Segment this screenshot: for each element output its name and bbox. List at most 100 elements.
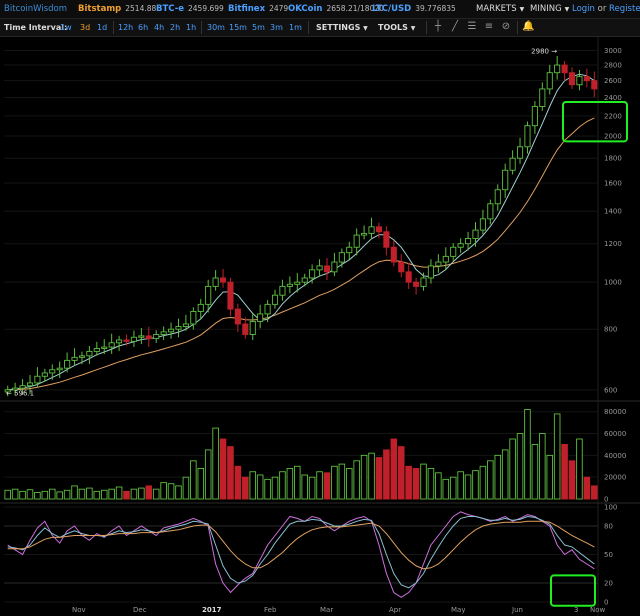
- candle: [465, 238, 472, 245]
- exchange-price: 2658.21/18020: [326, 4, 384, 13]
- moving-average-long: [7, 117, 595, 391]
- volume-bar: [345, 468, 353, 500]
- candle: [168, 328, 175, 333]
- volume-bar: [294, 465, 301, 500]
- parallel-lines-tool-icon[interactable]: ☰: [467, 21, 477, 32]
- x-tick-label: Mar: [320, 606, 333, 614]
- markets-menu[interactable]: MARKETS ▼: [476, 4, 525, 14]
- candle: [190, 311, 197, 325]
- y-tick-label: 2400: [604, 94, 622, 102]
- candle: [442, 255, 449, 263]
- candle: [279, 285, 286, 296]
- fib-tool-icon[interactable]: ≡: [484, 21, 494, 32]
- ticker-bitstamp[interactable]: Bitstamp 2514.88: [78, 4, 156, 14]
- candle: [509, 157, 516, 171]
- candle: [390, 246, 397, 263]
- mining-menu[interactable]: MINING ▼: [530, 4, 570, 14]
- candle: [323, 265, 331, 273]
- volume-bar: [397, 446, 405, 500]
- interval-5m[interactable]: 5m: [252, 23, 265, 32]
- x-tick-label: 2017: [202, 606, 222, 614]
- volume-bar: [167, 483, 175, 500]
- volume-bar: [323, 472, 331, 500]
- candle: [219, 277, 227, 283]
- divider: [517, 21, 518, 34]
- candle: [264, 303, 271, 315]
- volume-bar: [242, 476, 249, 500]
- interval-1m[interactable]: 1m: [289, 23, 302, 32]
- x-tick-label: Feb: [264, 606, 277, 614]
- interval-4h[interactable]: 4h: [154, 23, 165, 32]
- candle: [71, 356, 78, 361]
- login-link[interactable]: Login: [572, 4, 595, 14]
- candle: [227, 281, 234, 310]
- volume-bar: [561, 444, 568, 500]
- candle: [494, 189, 501, 205]
- ticker-ltc-usd[interactable]: LTC/USD 39.776835: [372, 4, 456, 14]
- divider: [426, 21, 427, 34]
- candle: [26, 382, 34, 387]
- candle: [413, 281, 420, 287]
- volume-bar: [279, 471, 286, 500]
- volume-bar: [427, 468, 435, 500]
- volume-bar: [472, 470, 479, 500]
- candle: [242, 323, 249, 335]
- interval-30m[interactable]: 30m: [207, 23, 225, 32]
- volume-bar: [583, 476, 591, 500]
- candle: [108, 342, 115, 348]
- volume-bar: [331, 465, 338, 500]
- candle: [554, 64, 561, 74]
- x-tick-label: May: [451, 606, 465, 614]
- candle: [41, 372, 48, 377]
- interval-1h[interactable]: 1h: [186, 23, 197, 32]
- y-tick-label: 1400: [604, 208, 622, 216]
- alert-bell-icon[interactable]: 🔔: [522, 21, 535, 32]
- volume-bar: [360, 454, 368, 500]
- oscillator-line-3: [7, 520, 595, 570]
- settings-button[interactable]: SETTINGS ▼: [316, 23, 368, 32]
- candle: [353, 234, 360, 248]
- crosshair-tool-icon[interactable]: ┼: [434, 21, 442, 32]
- interval-6h[interactable]: 6h: [138, 23, 149, 32]
- volume-bar: [457, 471, 464, 500]
- register-link[interactable]: Register: [609, 4, 640, 14]
- volume-bar: [494, 454, 502, 500]
- y-tick-label: 2600: [604, 77, 622, 85]
- interval-3m[interactable]: 3m: [270, 23, 283, 32]
- volume-bar: [219, 438, 227, 500]
- tools-button[interactable]: TOOLS ▼: [378, 23, 416, 32]
- ticker-okcoin[interactable]: OKCoin 2658.21/18020: [288, 4, 384, 14]
- divider: [308, 21, 309, 34]
- interval-1w[interactable]: 1w: [60, 23, 72, 32]
- interval-3d[interactable]: 3d: [80, 23, 91, 32]
- volume-bar: [546, 454, 554, 500]
- clear-drawings-icon[interactable]: ⊘: [501, 21, 511, 32]
- volume-bar: [145, 485, 153, 500]
- ticker-bitfinex[interactable]: Bitfinex 2479: [228, 4, 288, 14]
- volume-tick-label: 40000: [604, 452, 626, 460]
- interval-15m[interactable]: 15m: [229, 23, 247, 32]
- volume-bar: [19, 490, 26, 500]
- candle: [234, 308, 241, 325]
- x-tick-label: Now: [590, 606, 606, 614]
- line-tool-icon[interactable]: ╱: [451, 21, 459, 32]
- candle: [338, 252, 345, 263]
- candle: [205, 285, 212, 305]
- candle: [375, 226, 383, 233]
- candle: [301, 277, 308, 283]
- moving-average-short: [7, 73, 595, 391]
- interval-12h[interactable]: 12h: [118, 23, 134, 32]
- candle: [524, 125, 531, 148]
- brand-logo[interactable]: BitcoinWisdom: [4, 4, 68, 14]
- oscillator-tick-label: 50: [604, 551, 613, 559]
- interval-2h[interactable]: 2h: [170, 23, 181, 32]
- volume-bar: [264, 478, 271, 500]
- candle: [93, 348, 100, 352]
- price-chart[interactable]: 6008001000120014001600180020002200240026…: [0, 37, 640, 616]
- ticker-btc-e[interactable]: BTC-e 2459.699: [156, 4, 224, 14]
- volume-bar: [375, 457, 383, 500]
- y-tick-label: 1000: [604, 279, 622, 287]
- interval-1d[interactable]: 1d: [97, 23, 108, 32]
- chevron-down-icon: ▼: [410, 25, 416, 32]
- candle: [405, 271, 412, 283]
